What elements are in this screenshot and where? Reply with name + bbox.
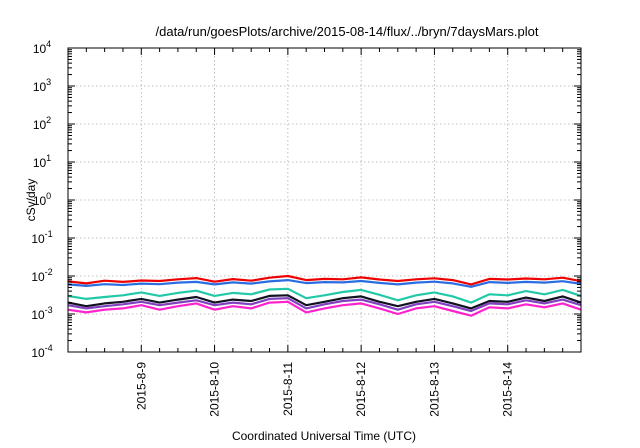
y-tick-label: 101 [33, 153, 51, 170]
axis-ticks [67, 47, 582, 353]
y-tick-base: 10 [33, 156, 47, 170]
y-tick-label: 103 [33, 77, 51, 94]
y-tick-exponent: -2 [45, 267, 53, 277]
y-tick-label: 10-4 [31, 343, 52, 360]
y-tick-base: 10 [33, 80, 47, 94]
y-tick-label: 10-2 [31, 267, 52, 284]
y-tick-exponent: 4 [46, 39, 51, 49]
y-tick-base: 10 [31, 308, 45, 322]
x-tick-label: 2015-8-12 [354, 362, 368, 417]
y-tick-label: 100 [33, 191, 51, 208]
chart-title: /data/run/goesPlots/archive/2015-08-14/f… [156, 24, 539, 39]
series-line-4 [67, 294, 582, 310]
x-tick-label: 2015-8-13 [427, 362, 441, 417]
x-tick-label: 2015-8-10 [208, 362, 222, 417]
series-layer [67, 274, 582, 317]
series-line-3 [67, 287, 582, 304]
y-tick-exponent: 2 [46, 115, 51, 125]
y-tick-exponent: -1 [45, 229, 53, 239]
x-tick-labels: 2015-8-9 2015-8-10 2015-8-11 2015-8-12 2015-… [134, 362, 514, 417]
y-tick-exponent: -3 [45, 305, 53, 315]
series-line-5 [67, 297, 582, 313]
x-axis-label: Coordinated Universal Time (UTC) [232, 429, 416, 443]
y-tick-base: 10 [33, 118, 47, 132]
y-tick-exponent: -4 [45, 343, 53, 353]
y-tick-base: 10 [33, 194, 47, 208]
y-tick-label: 104 [33, 39, 51, 56]
y-tick-base: 10 [31, 346, 45, 360]
series-line-1 [67, 274, 582, 286]
y-tick-exponent: 0 [46, 191, 51, 201]
y-tick-exponent: 1 [46, 153, 51, 163]
x-tick-label: 2015-8-14 [501, 362, 515, 417]
y-tick-exponent: 3 [46, 77, 51, 87]
y-tick-base: 10 [31, 232, 45, 246]
y-tick-base: 10 [33, 42, 47, 56]
y-tick-label: 10-1 [31, 229, 52, 246]
y-tick-label: 10-3 [31, 305, 52, 322]
y-tick-label: 102 [33, 115, 51, 132]
y-axis-label: cSv/day [24, 179, 38, 222]
series-line-6 [67, 300, 582, 317]
y-tick-base: 10 [31, 270, 45, 284]
series-line-2 [67, 279, 582, 288]
x-tick-label: 2015-8-11 [281, 362, 295, 416]
x-tick-label: 2015-8-9 [134, 362, 148, 410]
